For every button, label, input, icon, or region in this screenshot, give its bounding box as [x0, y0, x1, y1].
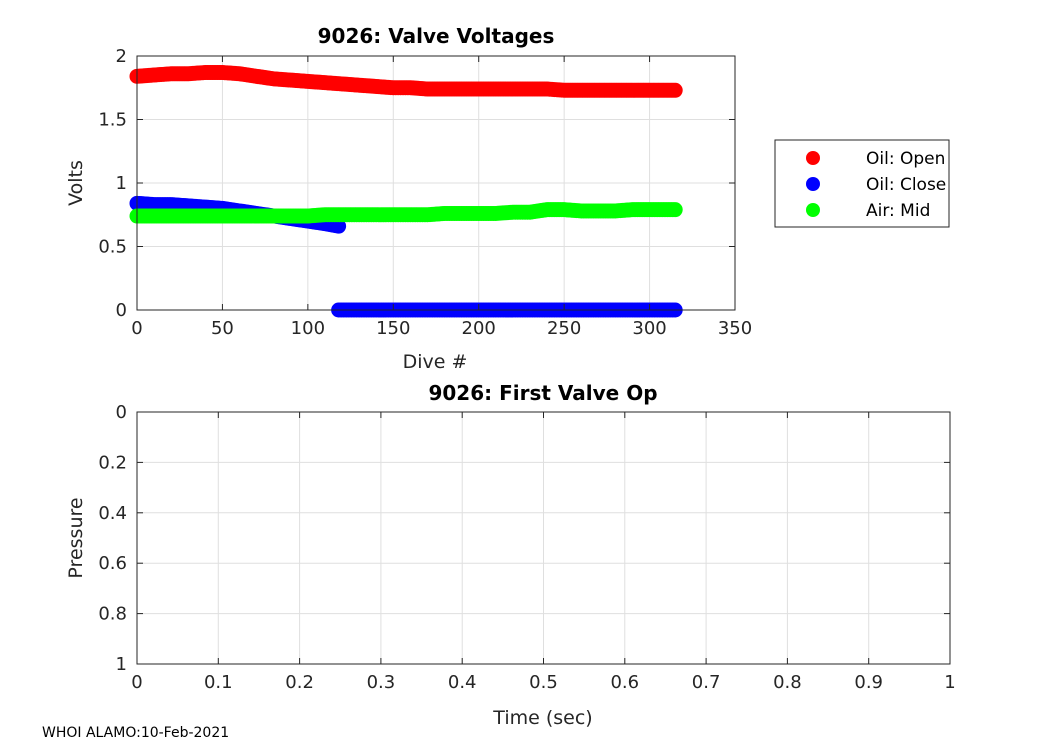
- ticks: 0 0.1 0.2 0.3 0.4 0.5 0.6 0.7 0.8 0.9 100.20.40.60…: [98, 402, 955, 693]
- legend-entry-label: Oil: Open: [866, 149, 945, 169]
- x-axis-label: Time (sec): [492, 707, 592, 729]
- x-tick-label: 0: [131, 318, 142, 339]
- y-tick-label: 0.2: [98, 452, 127, 473]
- legend-marker: [806, 177, 820, 191]
- x-tick-label: 250: [547, 318, 581, 339]
- first-valve-op-chart: 0 0.1 0.2 0.3 0.4 0.5 0.6 0.7 0.8 0.9 100.20.40.60…: [65, 381, 956, 729]
- x-axis-label: Dive #: [403, 351, 468, 373]
- series-layer: [129, 65, 683, 318]
- x-tick-label: 0.7: [692, 672, 721, 693]
- y-tick-label: 0: [116, 402, 127, 423]
- legend-entry-label: Air: Mid: [866, 201, 930, 221]
- y-tick-label: 1: [116, 173, 127, 194]
- chart-title: 9026: First Valve Op: [428, 381, 657, 405]
- chart-title: 9026: Valve Voltages: [318, 24, 555, 48]
- x-tick-label: 0: [131, 672, 142, 693]
- y-tick-label: 1.5: [98, 110, 127, 131]
- x-tick-label: 0.4: [448, 672, 477, 693]
- y-axis-label: Pressure: [65, 497, 87, 578]
- series-air-mid: [129, 202, 683, 224]
- x-tick-label: 0.8: [773, 672, 802, 693]
- y-tick-label: 2: [116, 46, 127, 67]
- x-tick-label: 0.1: [204, 672, 233, 693]
- x-tick-label: 0.9: [854, 672, 883, 693]
- data-point: [667, 202, 683, 218]
- series-oil-open: [129, 65, 683, 98]
- y-tick-label: 0: [116, 300, 127, 321]
- x-tick-label: 0.5: [529, 672, 558, 693]
- y-tick-label: 0.5: [98, 237, 127, 258]
- legend-box: [774, 139, 950, 228]
- x-tick-label: 0.6: [610, 672, 639, 693]
- data-point: [331, 218, 347, 234]
- y-axis-label: Volts: [65, 160, 87, 206]
- legend-marker: [806, 203, 820, 217]
- x-tick-label: 0.2: [285, 672, 314, 693]
- x-tick-label: 300: [632, 318, 666, 339]
- x-tick-label: 350: [718, 318, 752, 339]
- x-tick-label: 200: [462, 318, 496, 339]
- data-point: [667, 82, 683, 98]
- y-tick-label: 0.4: [98, 503, 127, 524]
- legend-entry-label: Oil: Close: [866, 175, 946, 195]
- y-tick-label: 0.8: [98, 604, 127, 625]
- x-tick-label: 1: [944, 672, 955, 693]
- legend: Oil: Open Oil: Close Air: Mid: [774, 139, 950, 228]
- x-tick-label: 0.3: [367, 672, 396, 693]
- x-tick-label: 100: [291, 318, 325, 339]
- legend-marker: [806, 151, 820, 165]
- ticks: 0 50 100 150 200 250 300 350 0 0.5 1 1.5 2: [98, 46, 752, 339]
- x-tick-label: 150: [376, 318, 410, 339]
- x-tick-label: 50: [211, 318, 234, 339]
- footer-stamp: WHOI ALAMO:10-Feb-2021: [42, 725, 230, 741]
- valve-voltages-chart: 0 50 100 150 200 250 300 350 0 0.5 1 1.5 2 9026: Val…: [65, 24, 950, 373]
- y-tick-label: 1: [116, 654, 127, 675]
- y-tick-label: 0.6: [98, 553, 127, 574]
